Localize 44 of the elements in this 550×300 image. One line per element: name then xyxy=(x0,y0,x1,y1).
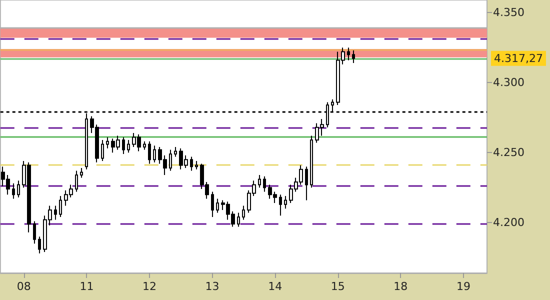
candlestick xyxy=(279,194,282,216)
candlestick xyxy=(169,149,172,172)
y-tick-label: 4.200 xyxy=(493,216,524,230)
candlestick xyxy=(59,196,62,218)
candlestick xyxy=(305,166,308,201)
candlestick xyxy=(242,205,245,220)
candlestick xyxy=(153,145,156,163)
candlestick xyxy=(263,176,266,192)
candlestick xyxy=(284,196,287,210)
candlestick xyxy=(12,182,15,200)
candlestick xyxy=(80,168,83,178)
candlestick xyxy=(148,140,151,164)
ref-line-label: 4.317,27 xyxy=(494,52,543,65)
candlestick xyxy=(101,140,104,162)
candlestick xyxy=(195,160,198,170)
candlestick xyxy=(127,140,130,154)
x-tick-label: 18 xyxy=(394,280,408,293)
candlestick xyxy=(75,170,78,192)
candlestick xyxy=(258,174,261,188)
candlestick xyxy=(17,180,20,198)
y-tick-label: 4.350 xyxy=(493,6,524,20)
candlestick xyxy=(38,236,41,254)
x-tick-label: 12 xyxy=(142,280,157,293)
x-tick-label: 19 xyxy=(456,280,470,293)
candlestick xyxy=(33,220,36,244)
candlestick xyxy=(122,136,125,154)
candlestick xyxy=(106,136,109,149)
candlestick xyxy=(174,146,177,158)
candlestick xyxy=(216,198,219,214)
candlestick xyxy=(143,140,146,150)
y-tick-label: 4.300 xyxy=(493,76,524,90)
candlestick xyxy=(347,47,350,61)
x-tick-label: 14 xyxy=(268,280,282,293)
candlestick xyxy=(190,156,193,172)
y-tick-label: 4.250 xyxy=(493,146,524,160)
candlestick xyxy=(352,50,355,64)
candlestick xyxy=(237,212,240,228)
candlestick xyxy=(211,191,214,218)
x-tick-label: 13 xyxy=(205,280,220,293)
candlestick xyxy=(54,205,57,220)
x-tick-label: 11 xyxy=(80,280,94,293)
candlestick xyxy=(310,135,313,188)
x-tick-label: 08 xyxy=(16,280,31,293)
x-tick-label: 15 xyxy=(330,280,345,293)
